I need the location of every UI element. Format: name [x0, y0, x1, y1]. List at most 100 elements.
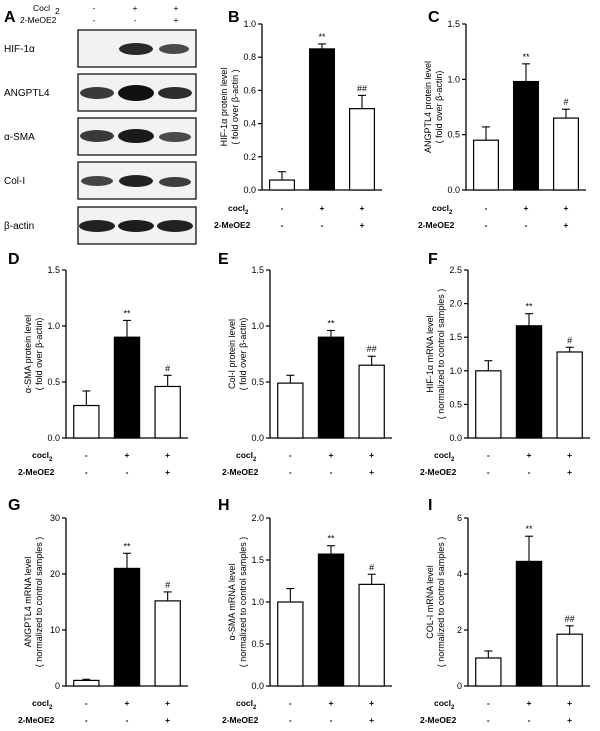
y-tick-label: 0.0: [47, 433, 60, 443]
y-axis-label: Col-I protein level( fold over β-actin): [227, 318, 248, 391]
condition-mark: +: [329, 450, 334, 460]
blot-strip-angptl4: ANGPTL4: [4, 73, 197, 112]
condition-mark: +: [564, 203, 569, 213]
y-tick-label: 4: [457, 569, 462, 579]
condition-mark: -: [321, 220, 324, 230]
y-tick-label: 1.0: [447, 74, 460, 84]
condition-mark: +: [527, 450, 532, 460]
blot-protein-label: β-actin: [4, 221, 34, 232]
chart-panel-h: H 0.0 0.5 1.0 1.5 2.0 α-SMA mRNA level( normal…: [218, 497, 392, 725]
condition-mark: -: [85, 715, 88, 725]
condition-mark: +: [360, 203, 365, 213]
y-axis-label-line: ( normalized to control samples ): [34, 537, 44, 668]
blot-cond-sub-cocl: 2: [55, 6, 60, 16]
y-tick-label: 10: [50, 625, 60, 635]
significance-mark: #: [165, 580, 170, 590]
condition-mark: -: [85, 698, 88, 708]
blot-band: [80, 130, 114, 142]
y-tick-label: 0: [457, 681, 462, 691]
blot-band: [119, 175, 153, 187]
condition-mark: -: [485, 220, 488, 230]
bar: [277, 382, 304, 439]
bar: [515, 325, 543, 439]
y-tick-label: 1.5: [251, 265, 264, 275]
significance-mark: #: [567, 335, 572, 345]
condition-mark: +: [320, 203, 325, 213]
condition-mark: +: [527, 698, 532, 708]
condition-mark: +: [165, 450, 170, 460]
blot-cond-label-meoe2: 2-MeOE2: [20, 15, 57, 25]
y-axis-label-line: HIF-1α protein level: [219, 68, 229, 147]
y-tick-label: 1.5: [449, 332, 462, 342]
y-tick-label: 6: [457, 513, 462, 523]
condition-label-cocl: cocl2: [32, 698, 53, 711]
condition-label-cocl: cocl2: [228, 203, 249, 216]
blot-mark-meoe2-3: +: [174, 15, 179, 25]
y-tick-label: 0.4: [243, 119, 256, 129]
condition-mark: +: [524, 203, 529, 213]
y-axis-label-line: α-SMA protein level: [23, 315, 33, 393]
bar: [475, 370, 502, 439]
condition-mark: +: [369, 467, 374, 477]
y-tick-label: 1.0: [449, 366, 462, 376]
y-tick-label: 1.0: [243, 19, 256, 29]
chart-panel-e: E 0.0 0.5 1.0 1.5 Col-I protein level( fold o…: [218, 251, 392, 477]
condition-mark: +: [564, 220, 569, 230]
blot-band: [159, 132, 191, 142]
condition-mark: -: [485, 203, 488, 213]
blot-protein-label: HIF-1α: [4, 44, 35, 55]
bar: [552, 117, 579, 191]
blot-protein-label: Col-I: [4, 176, 25, 187]
significance-mark: **: [525, 302, 533, 312]
significance-mark: #: [369, 562, 374, 572]
panel-letter-c: C: [428, 9, 440, 26]
blot-condition-row-cocl2: Cocl 2 - + +: [33, 3, 179, 16]
y-axis-label: COL-I mRNA level( normalized to control …: [425, 537, 446, 668]
condition-mark: -: [85, 450, 88, 460]
condition-mark: -: [126, 715, 129, 725]
condition-label-meoe2: 2-MeOE2: [214, 220, 251, 230]
blot-mark-meoe2-1: -: [93, 15, 96, 25]
blot-band: [80, 87, 114, 99]
panel-letter-h: H: [218, 497, 230, 514]
condition-mark: +: [165, 715, 170, 725]
chart-panel-f: F 0.0 0.5 1.0 1.5 2.0 2.5 HIF-1α mRNA level( no…: [420, 251, 590, 477]
blot-mark-meoe2-2: -: [134, 15, 137, 25]
bar: [317, 336, 345, 439]
chart-panel-d: D 0.0 0.5 1.0 1.5 α-SMA protein level( fold o…: [8, 251, 188, 477]
y-axis-label-line: α-SMA mRNA level: [227, 564, 237, 641]
y-tick-label: 1.0: [251, 597, 264, 607]
blot-band: [81, 176, 113, 186]
bar: [309, 48, 336, 191]
condition-mark: +: [165, 467, 170, 477]
blot-strip-col1: Col-I: [4, 161, 197, 200]
condition-label-sub: 2: [451, 705, 455, 711]
blot-band: [118, 220, 154, 232]
condition-mark: -: [281, 220, 284, 230]
condition-mark: -: [289, 698, 292, 708]
y-axis-label: HIF-1α mRNA level( normalized to control…: [425, 289, 446, 420]
blot-mark-cocl-3: +: [174, 3, 179, 13]
bar: [113, 567, 141, 687]
condition-mark: -: [487, 450, 490, 460]
condition-mark: -: [487, 467, 490, 477]
condition-mark: +: [369, 450, 374, 460]
blot-mark-cocl-1: -: [93, 3, 96, 13]
blot-mark-cocl-2: +: [133, 3, 138, 13]
significance-mark: ##: [565, 614, 575, 624]
condition-mark: -: [85, 467, 88, 477]
bar: [317, 553, 345, 687]
bar: [113, 336, 141, 439]
blot-strip-asma: α-SMA: [4, 117, 197, 156]
bar: [269, 179, 296, 191]
y-axis-label-line: ANGPTL4 protein level: [423, 61, 433, 153]
condition-label-sub: 2: [49, 705, 53, 711]
bar: [73, 679, 100, 687]
blot-band: [159, 44, 189, 54]
y-tick-label: 0.0: [251, 433, 264, 443]
y-axis-label: ANGPTL4 mRNA level( normalized to contro…: [23, 537, 44, 668]
panel-letter-e: E: [218, 251, 229, 268]
y-tick-label: 0.0: [243, 185, 256, 195]
y-tick-label: 0.6: [243, 85, 256, 95]
